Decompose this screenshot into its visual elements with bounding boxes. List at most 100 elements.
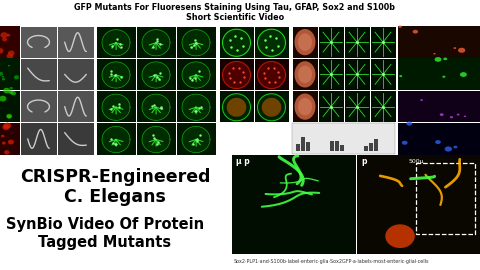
- Polygon shape: [102, 30, 130, 56]
- Bar: [96, 26, 135, 58]
- Polygon shape: [2, 38, 7, 42]
- Polygon shape: [398, 25, 402, 28]
- Polygon shape: [454, 146, 457, 148]
- Polygon shape: [450, 116, 453, 118]
- Polygon shape: [298, 33, 312, 51]
- Bar: [292, 59, 317, 90]
- Polygon shape: [257, 62, 286, 89]
- Polygon shape: [433, 53, 436, 55]
- Polygon shape: [223, 29, 251, 56]
- Bar: [369, 143, 373, 151]
- Bar: [219, 26, 253, 58]
- Polygon shape: [182, 94, 210, 120]
- Polygon shape: [6, 114, 12, 119]
- Text: SynBio Video Of Protein: SynBio Video Of Protein: [6, 218, 204, 232]
- Bar: [0, 26, 20, 58]
- Bar: [398, 123, 480, 154]
- Text: CRISPR-Engineered: CRISPR-Engineered: [20, 168, 210, 186]
- Bar: [292, 91, 317, 122]
- Polygon shape: [295, 29, 315, 55]
- Bar: [219, 59, 253, 90]
- Bar: [0, 58, 20, 90]
- Bar: [319, 91, 344, 122]
- Polygon shape: [385, 224, 415, 248]
- Polygon shape: [442, 76, 445, 78]
- Bar: [0, 90, 20, 122]
- Polygon shape: [2, 78, 5, 80]
- Polygon shape: [3, 88, 10, 93]
- Bar: [319, 59, 344, 90]
- Polygon shape: [14, 75, 19, 79]
- Bar: [254, 91, 288, 122]
- Bar: [345, 91, 370, 122]
- Bar: [21, 59, 57, 90]
- Polygon shape: [2, 124, 9, 130]
- Polygon shape: [8, 65, 10, 67]
- Bar: [58, 59, 94, 90]
- Polygon shape: [2, 76, 4, 78]
- Polygon shape: [464, 116, 466, 117]
- Bar: [136, 59, 176, 90]
- Polygon shape: [295, 61, 315, 87]
- Bar: [292, 26, 317, 58]
- Bar: [232, 155, 356, 254]
- Bar: [398, 26, 480, 58]
- Bar: [371, 59, 396, 90]
- Bar: [0, 155, 232, 270]
- Bar: [306, 142, 310, 151]
- Polygon shape: [262, 98, 281, 117]
- Text: 500μ: 500μ: [408, 159, 424, 164]
- Polygon shape: [444, 146, 452, 151]
- Polygon shape: [298, 66, 312, 83]
- Bar: [357, 155, 480, 254]
- Polygon shape: [142, 94, 170, 120]
- Polygon shape: [102, 94, 130, 120]
- Bar: [21, 123, 57, 154]
- Bar: [177, 59, 216, 90]
- Polygon shape: [420, 99, 423, 101]
- Polygon shape: [457, 114, 459, 116]
- Polygon shape: [402, 141, 408, 145]
- Polygon shape: [102, 62, 130, 88]
- Polygon shape: [458, 48, 465, 53]
- Polygon shape: [434, 57, 442, 62]
- Bar: [364, 146, 368, 151]
- Polygon shape: [102, 126, 130, 153]
- Bar: [416, 163, 475, 234]
- Bar: [219, 91, 253, 122]
- Bar: [136, 123, 176, 154]
- Polygon shape: [444, 58, 447, 60]
- Polygon shape: [142, 126, 170, 153]
- Bar: [398, 90, 480, 122]
- Polygon shape: [2, 141, 6, 145]
- Polygon shape: [182, 126, 210, 153]
- Polygon shape: [1, 135, 4, 137]
- Bar: [319, 26, 344, 58]
- Bar: [301, 137, 305, 151]
- Polygon shape: [7, 53, 13, 59]
- Bar: [96, 123, 135, 154]
- Polygon shape: [223, 62, 251, 89]
- Polygon shape: [227, 98, 246, 117]
- Polygon shape: [8, 140, 14, 144]
- Bar: [296, 144, 300, 151]
- Polygon shape: [257, 29, 286, 56]
- Polygon shape: [8, 50, 14, 56]
- Text: Tagged Mutants: Tagged Mutants: [38, 235, 171, 249]
- Bar: [340, 145, 344, 151]
- Bar: [0, 0, 480, 26]
- Bar: [58, 26, 94, 58]
- Polygon shape: [413, 30, 418, 33]
- Bar: [371, 26, 396, 58]
- Text: p: p: [361, 157, 367, 166]
- Bar: [345, 59, 370, 90]
- Polygon shape: [295, 93, 315, 120]
- Polygon shape: [3, 123, 11, 129]
- Polygon shape: [460, 72, 467, 77]
- Polygon shape: [7, 115, 11, 119]
- Polygon shape: [257, 94, 286, 121]
- Bar: [330, 141, 334, 151]
- Polygon shape: [406, 122, 412, 126]
- Bar: [21, 26, 57, 58]
- Bar: [136, 91, 176, 122]
